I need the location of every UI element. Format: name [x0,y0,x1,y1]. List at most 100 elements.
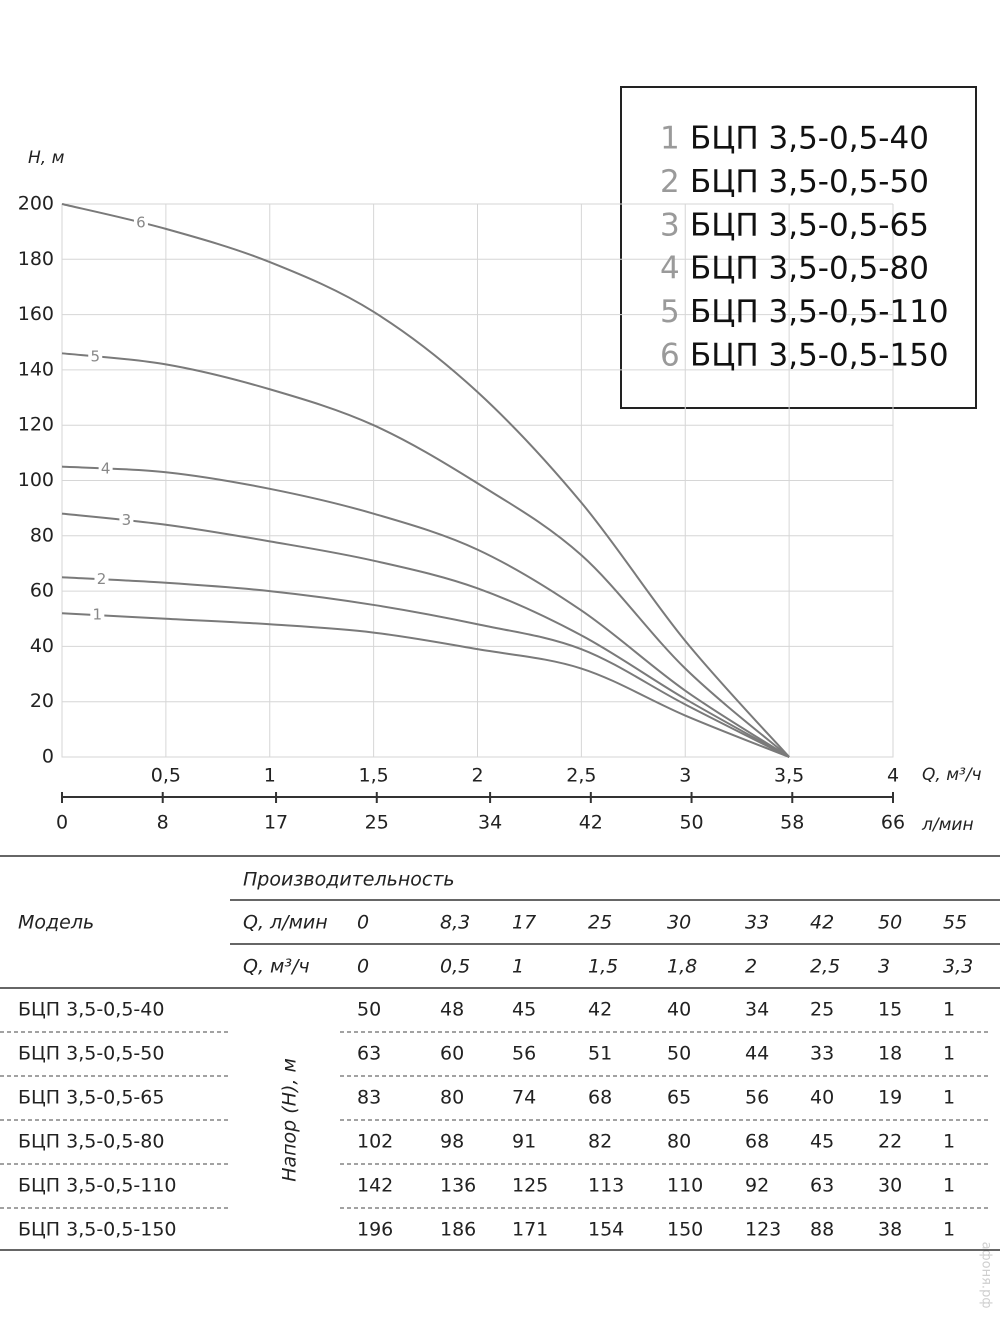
flow-lmin: 25 [588,912,612,934]
head-value: 74 [512,1087,536,1109]
curve-label-bg [88,347,103,366]
head-value: 19 [878,1087,902,1109]
flow-m3h: 2 [745,956,757,978]
flow-m3h: 2,5 [810,956,840,978]
x-tick-label: 4 [887,765,899,787]
flow-lmin: 55 [943,912,967,934]
y-tick-label: 180 [18,248,54,270]
flow-m3h: 0,5 [440,956,470,978]
curve-label: 5 [90,347,100,365]
head-value: 1 [943,1043,955,1065]
x-tick-label: 2 [471,765,483,787]
x-axis-label: Q, м³/ч [922,765,982,785]
curve [61,612,790,758]
y-tick-label: 140 [18,358,54,380]
head-value: 186 [440,1219,476,1241]
y-tick-label: 20 [30,690,54,712]
legend-name: БЦП 3,5-0,5-110 [690,294,949,330]
watermark: афоня.рф [979,1242,994,1309]
head-value: 30 [878,1175,902,1197]
legend-name: БЦП 3,5-0,5-50 [690,164,929,200]
head-value: 102 [357,1131,393,1153]
x2-tick-label: 0 [56,812,68,834]
model-name: БЦП 3,5-0,5-50 [18,1043,164,1065]
legend-number: 4 [660,251,680,287]
curve-label: 3 [122,511,132,529]
x-tick-label: 1 [264,765,276,787]
legend-box [620,86,977,409]
flow-lmin: 17 [512,912,536,934]
head-value: 1 [943,1087,955,1109]
flow-lmin: 33 [745,912,769,934]
head-value: 50 [667,1043,691,1065]
flow-lmin: 8,3 [440,912,470,934]
y-axis-label: H, м [28,148,65,168]
head-value: 1 [943,1175,955,1197]
head-value: 125 [512,1175,548,1197]
legend-number: 2 [660,164,680,200]
curve-label-bg [133,213,148,232]
legend-number: 6 [660,338,680,374]
x2-tick-label: 17 [264,812,288,834]
flow-lmin: 42 [810,912,834,934]
flow-lmin: 0 [357,912,369,934]
model-name: БЦП 3,5-0,5-80 [18,1131,164,1153]
model-name: БЦП 3,5-0,5-110 [18,1175,177,1197]
head-value: 82 [588,1131,612,1153]
head-value: 150 [667,1219,703,1241]
legend-name: БЦП 3,5-0,5-65 [690,207,929,243]
head-value: 88 [810,1219,834,1241]
curve [61,465,790,758]
x2-tick-label: 8 [157,812,169,834]
head-value: 56 [512,1043,536,1065]
head-value: 196 [357,1219,393,1241]
head-value: 60 [440,1043,464,1065]
model-name: БЦП 3,5-0,5-40 [18,999,164,1021]
model-header: Модель [18,912,94,934]
curve-label: 4 [101,459,111,477]
y-tick-label: 80 [30,524,54,546]
x-tick-label: 3,5 [774,765,804,787]
legend-name: БЦП 3,5-0,5-80 [690,251,929,287]
head-value: 1 [943,1219,955,1241]
flow-m3h: 1,5 [588,956,618,978]
curve [61,203,790,758]
y-tick-label: 40 [30,635,54,657]
x2-axis-label: л/мин [921,815,974,835]
flow-m3h: 0 [357,956,369,978]
curve-label: 6 [136,213,146,231]
curve [61,352,790,758]
y-tick-label: 60 [30,580,54,602]
head-value: 45 [512,999,536,1021]
flow-lmin: 30 [667,912,691,934]
y-tick-label: 200 [18,193,54,215]
head-value: 34 [745,999,769,1021]
y-tick-label: 0 [42,746,54,768]
head-value: 40 [810,1087,834,1109]
flow-lmin: 50 [878,912,902,934]
head-value: 63 [810,1175,834,1197]
flow-lmin-label: Q, л/мин [243,912,328,934]
curve-label-bg [98,459,113,478]
head-value: 113 [588,1175,624,1197]
head-value: 50 [357,999,381,1021]
x2-tick-label: 42 [579,812,603,834]
head-label: Напор (H), м [279,1058,301,1182]
head-value: 83 [357,1087,381,1109]
head-value: 80 [667,1131,691,1153]
curve-label-bg [94,570,109,589]
head-value: 65 [667,1087,691,1109]
flow-m3h-label: Q, м³/ч [243,956,310,978]
x2-tick-label: 58 [780,812,804,834]
head-value: 1 [943,999,955,1021]
legend-name: БЦП 3,5-0,5-40 [690,121,929,157]
x2-tick-label: 34 [478,812,502,834]
head-value: 48 [440,999,464,1021]
model-name: БЦП 3,5-0,5-65 [18,1087,164,1109]
flow-m3h: 1 [512,956,524,978]
x2-tick-label: 50 [679,812,703,834]
head-value: 154 [588,1219,624,1241]
head-value: 136 [440,1175,476,1197]
legend-number: 1 [660,121,680,157]
